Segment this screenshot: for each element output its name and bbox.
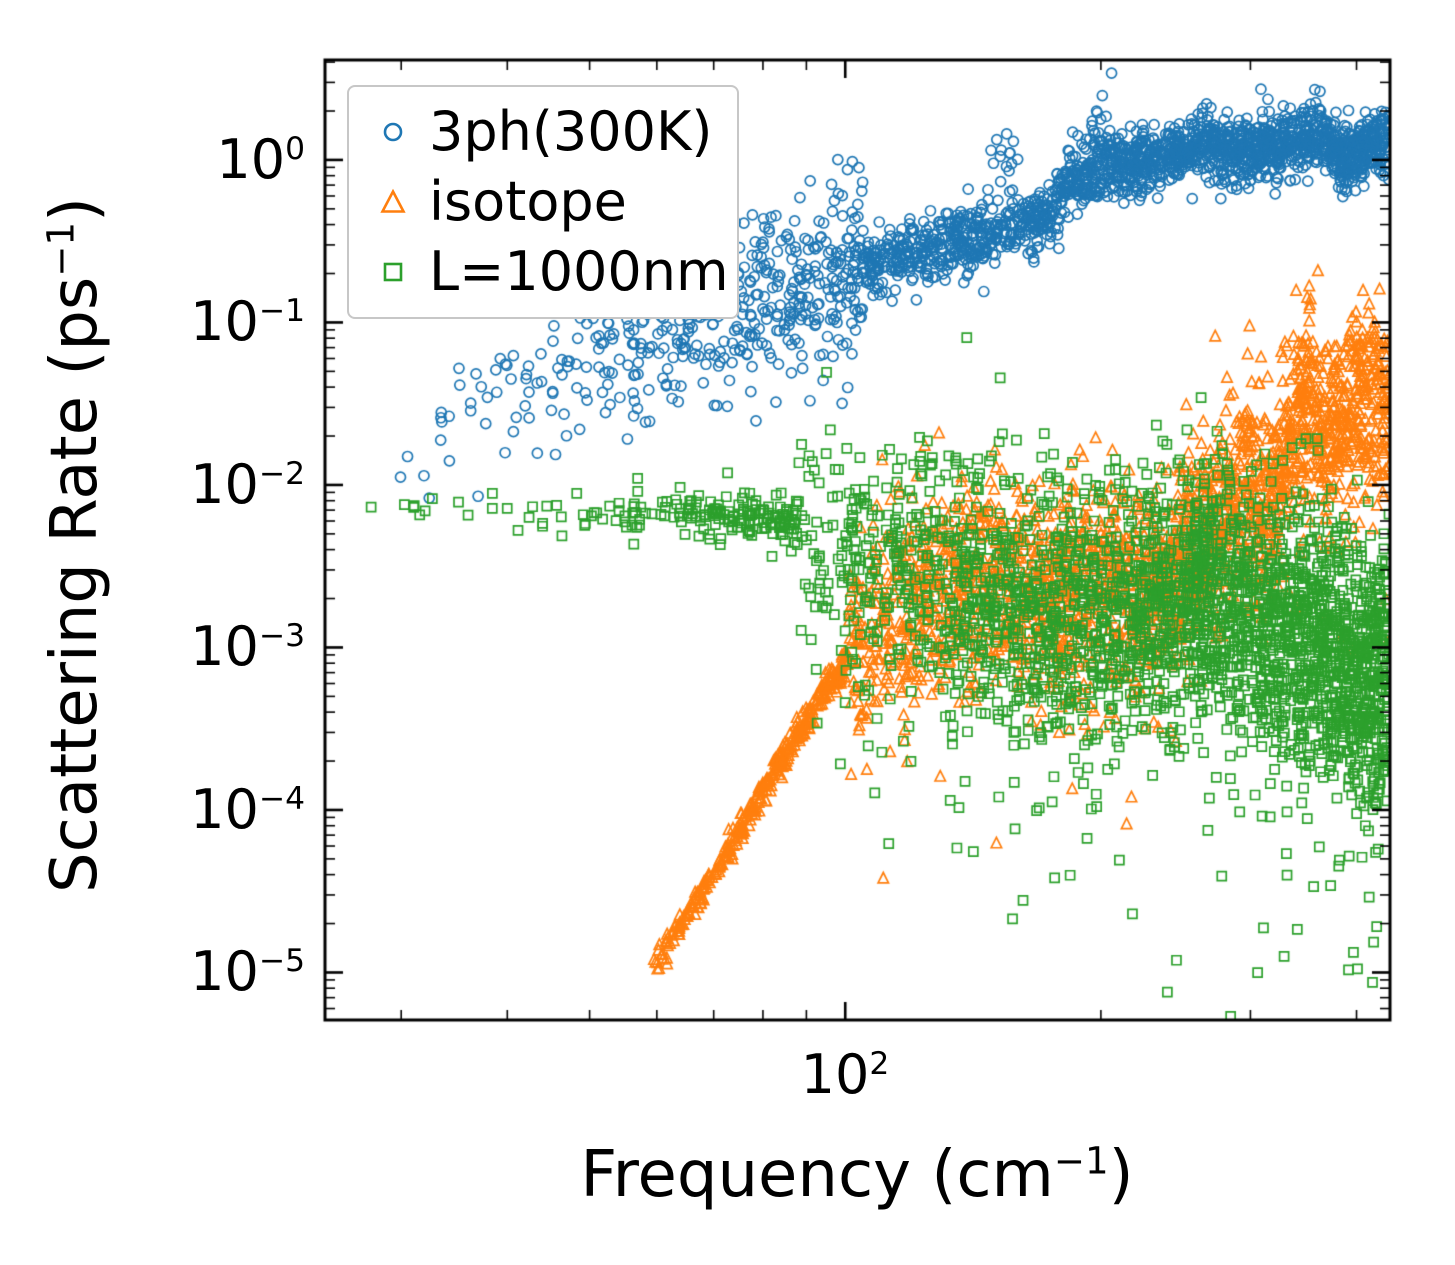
y-axis-title: Scattering Rate (ps−1) bbox=[38, 197, 112, 893]
tick-exponent: 0 bbox=[285, 131, 305, 167]
legend-entry-isotope: isotope bbox=[359, 169, 727, 235]
legend-label-l1000nm: L=1000nm bbox=[429, 240, 729, 303]
legend-label-3ph300k: 3ph(300K) bbox=[429, 100, 713, 163]
x-axis-title: Frequency (cm−1) bbox=[580, 1138, 1133, 1212]
open-triangle-marker-icon bbox=[380, 188, 406, 213]
tick-exponent: −2 bbox=[258, 456, 305, 492]
y-tick-label-1e0: 100 bbox=[216, 133, 305, 187]
tick-exponent: −4 bbox=[258, 781, 305, 817]
tick-base: 10 bbox=[190, 615, 259, 678]
open-circle-marker-icon bbox=[383, 122, 403, 142]
tick-exponent: −5 bbox=[258, 943, 305, 979]
y-axis-title-text: Scattering Rate (ps bbox=[38, 276, 112, 893]
tick-exponent: −3 bbox=[258, 618, 305, 654]
open-square-marker-icon bbox=[383, 262, 403, 282]
y-axis-title-exponent: −1 bbox=[39, 222, 83, 277]
y-tick-label-1e-4: 10−4 bbox=[190, 783, 305, 837]
y-tick-label-1e-1: 10−1 bbox=[190, 295, 305, 349]
x-axis-title-close: ) bbox=[1108, 1138, 1134, 1212]
x-axis-title-text: Frequency (cm bbox=[580, 1138, 1054, 1212]
tick-base: 10 bbox=[190, 290, 259, 353]
x-axis-title-exponent: −1 bbox=[1053, 1139, 1109, 1183]
tick-exponent: 2 bbox=[869, 1046, 890, 1082]
legend-label-isotope: isotope bbox=[429, 170, 627, 233]
legend-entry-l1000nm: L=1000nm bbox=[359, 239, 729, 305]
legend: 3ph(300K) isotope L=1000nm bbox=[347, 85, 739, 319]
tick-base: 10 bbox=[190, 940, 259, 1003]
x-tick-label-1e2: 102 bbox=[801, 1048, 890, 1102]
tick-base: 10 bbox=[190, 778, 259, 841]
tick-base: 10 bbox=[800, 1043, 870, 1106]
tick-base: 10 bbox=[216, 128, 286, 191]
tick-exponent: −1 bbox=[258, 293, 305, 329]
y-tick-label-1e-3: 10−3 bbox=[190, 620, 305, 674]
legend-entry-3ph300k: 3ph(300K) bbox=[359, 99, 727, 165]
tick-base: 10 bbox=[190, 453, 259, 516]
y-tick-label-1e-2: 10−2 bbox=[190, 458, 305, 512]
y-tick-label-1e-5: 10−5 bbox=[190, 945, 305, 999]
y-axis-title-close: ) bbox=[38, 197, 112, 222]
